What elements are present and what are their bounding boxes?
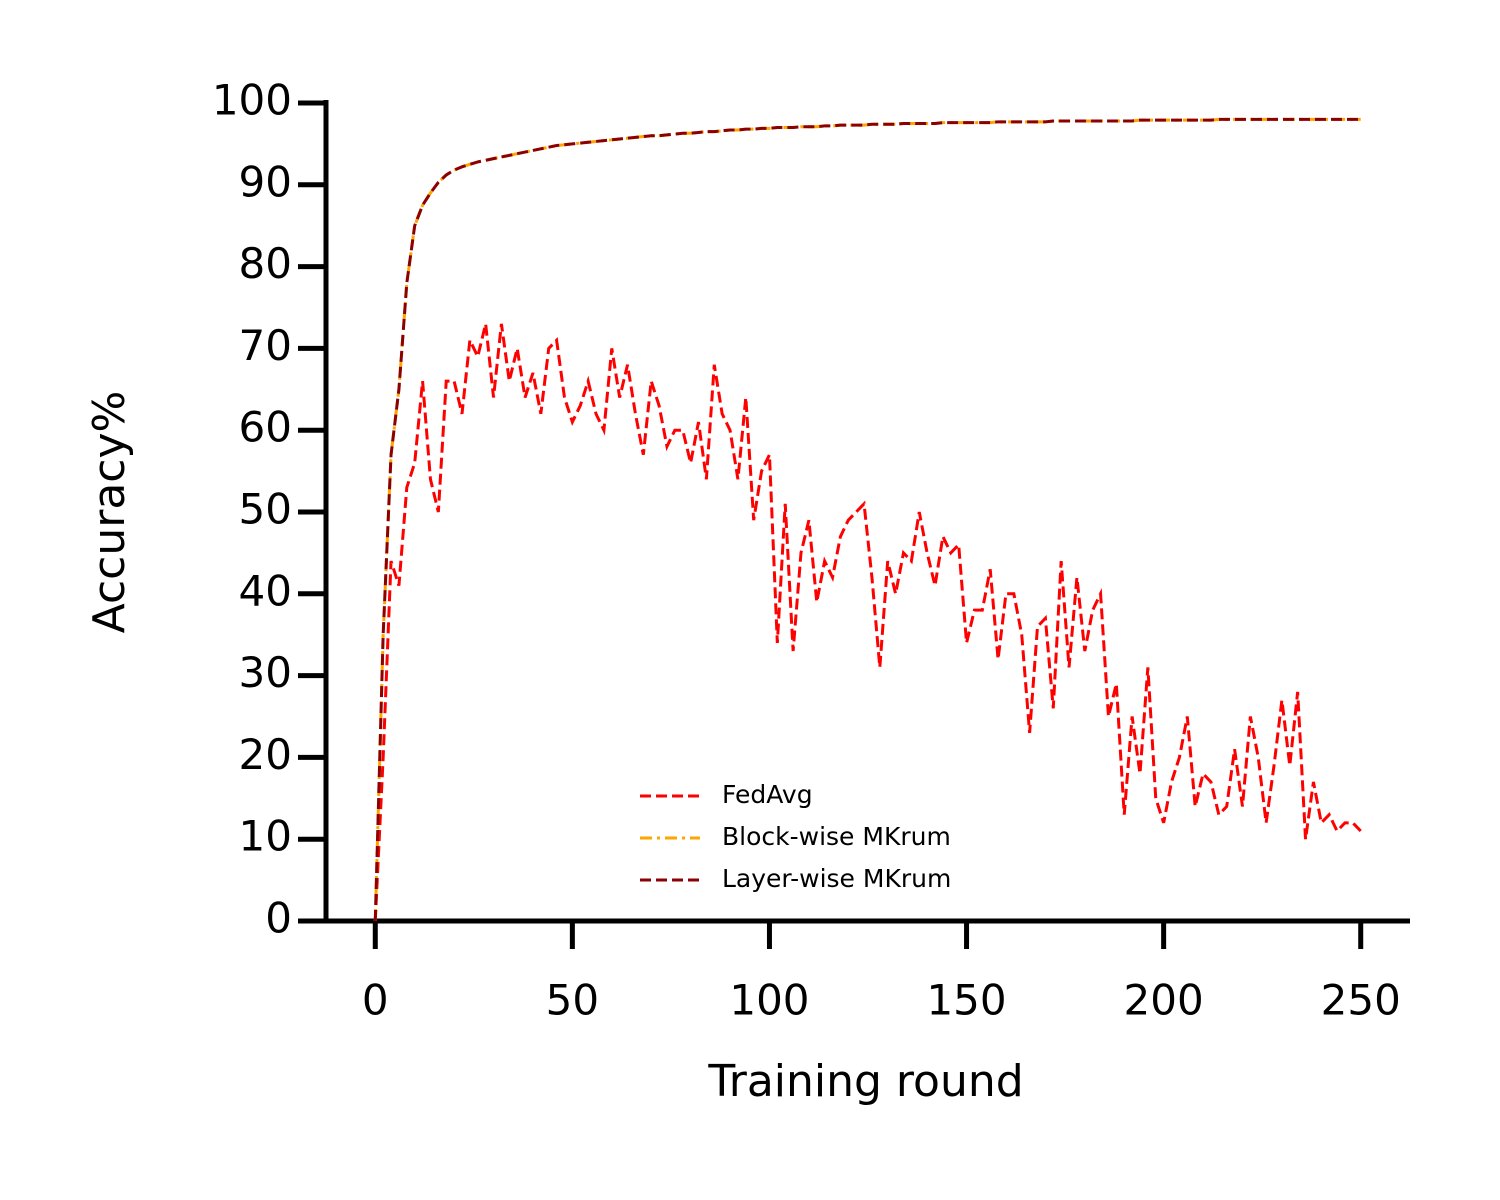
- y-tick-label: 20: [239, 730, 292, 779]
- y-axis-label: Accuracy%: [84, 391, 135, 634]
- y-tick-label: 0: [265, 894, 292, 943]
- series-line: [373, 323, 1362, 922]
- x-tick-label: 100: [729, 976, 809, 1025]
- y-tick-label: 100: [212, 76, 292, 125]
- y-tick-label: 70: [239, 321, 292, 370]
- x-tick-label: 0: [362, 976, 389, 1025]
- legend-label: FedAvg: [722, 780, 813, 809]
- y-tick-label: 30: [239, 648, 292, 697]
- x-tick-label: 50: [546, 976, 599, 1025]
- x-tick-label: 200: [1124, 976, 1204, 1025]
- series-line: [373, 117, 1361, 922]
- y-tick-label: 40: [239, 566, 292, 615]
- y-tick-label: 80: [239, 239, 292, 288]
- y-tick-label: 50: [239, 485, 292, 534]
- y-tick-label: 60: [239, 403, 292, 452]
- legend-label: Block-wise MKrum: [722, 822, 951, 851]
- y-tick-label: 90: [239, 157, 292, 206]
- y-tick-label: 10: [239, 812, 292, 861]
- legend-label: Layer-wise MKrum: [722, 864, 951, 893]
- x-axis-label: Training round: [707, 1056, 1023, 1107]
- series-line: [373, 117, 1361, 922]
- x-tick-label: 150: [926, 976, 1006, 1025]
- x-tick-label: 250: [1321, 976, 1401, 1025]
